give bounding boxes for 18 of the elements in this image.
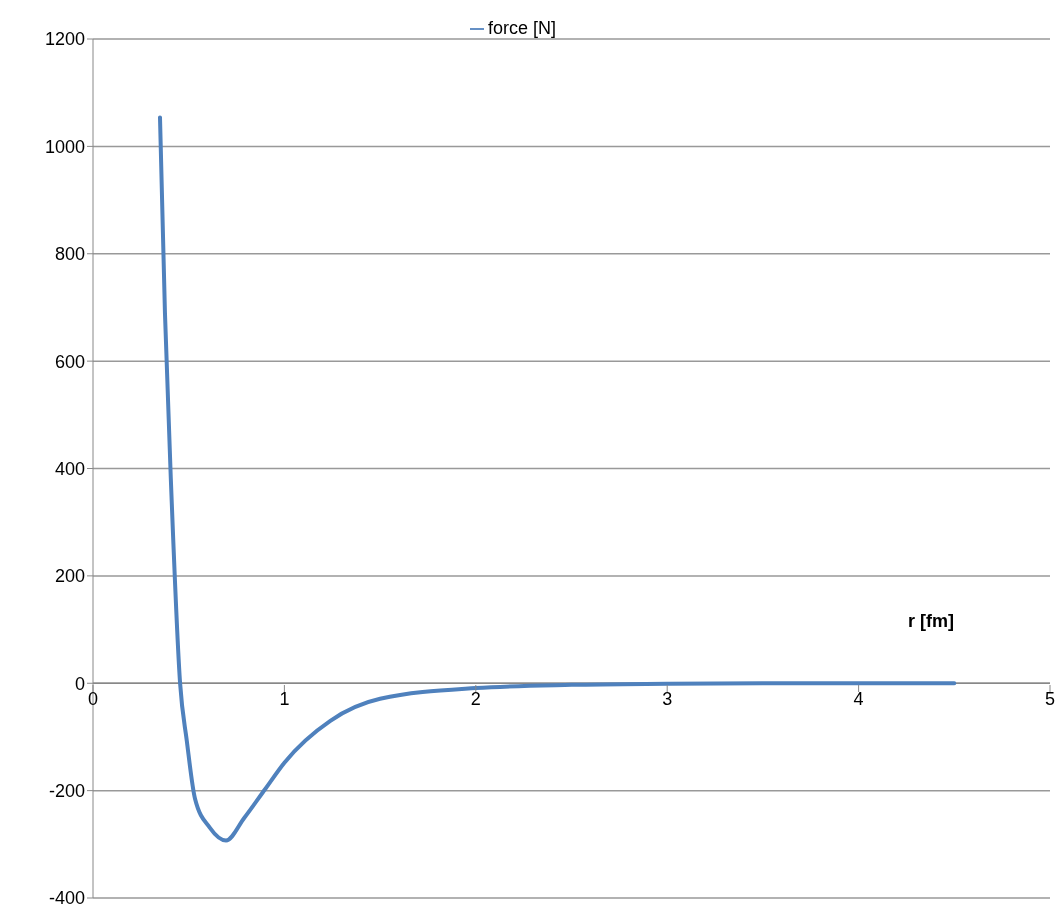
y-tick-label: 0 xyxy=(74,673,85,694)
y-tick-label: -400 xyxy=(48,888,85,909)
y-tick-label: -200 xyxy=(48,781,85,802)
x-axis-title: r [fm] xyxy=(908,611,954,632)
y-tick-label: 1000 xyxy=(44,136,85,157)
y-tick-label: 200 xyxy=(54,566,85,587)
x-tick-label: 5 xyxy=(1044,688,1056,709)
line-series xyxy=(157,115,957,843)
x-tick-label: 2 xyxy=(470,688,481,709)
legend-label: force [N] xyxy=(487,18,557,38)
x-tick-label: 1 xyxy=(279,688,290,709)
x-tick-label: 4 xyxy=(853,688,864,709)
y-tick-label: 600 xyxy=(54,351,85,372)
y-tick-label: 800 xyxy=(54,244,85,265)
y-tick-label: 1200 xyxy=(44,29,85,50)
x-tick-label: 0 xyxy=(87,688,99,709)
y-tick-label: 400 xyxy=(54,458,85,479)
x-tick-label: 3 xyxy=(662,688,673,709)
